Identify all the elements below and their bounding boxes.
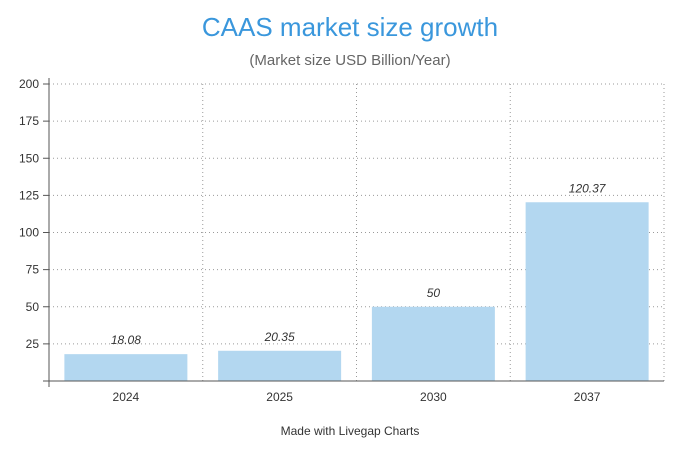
bar-2030	[371, 306, 495, 381]
data-label-2030: 50	[427, 286, 441, 300]
data-label-2037: 120.37	[569, 181, 607, 195]
bar-2025	[218, 350, 342, 381]
x-tick-label-2037: 2037	[574, 390, 601, 404]
y-tick-label-125: 125	[19, 188, 39, 202]
y-tick-label-200: 200	[19, 77, 39, 91]
x-tick-label-2030: 2030	[420, 390, 447, 404]
y-tick-label-75: 75	[26, 263, 40, 277]
y-tick-label-50: 50	[26, 300, 40, 314]
y-tick-label-150: 150	[19, 151, 39, 165]
y-tick-label-100: 100	[19, 226, 39, 240]
data-label-2025: 20.35	[264, 330, 295, 344]
chart-subtitle: (Market size USD Billion/Year)	[249, 52, 451, 69]
x-tick-label-2025: 2025	[266, 390, 293, 404]
credit-text: Made with Livegap Charts	[280, 424, 420, 438]
bar-2024	[64, 354, 188, 381]
data-label-2024: 18.08	[111, 333, 141, 347]
y-tick-label-175: 175	[19, 114, 39, 128]
bar-2037	[525, 202, 649, 381]
x-tick-label-2024: 2024	[113, 390, 140, 404]
y-tick-label-25: 25	[26, 337, 40, 351]
chart-title: CAAS market size growth	[201, 12, 499, 42]
